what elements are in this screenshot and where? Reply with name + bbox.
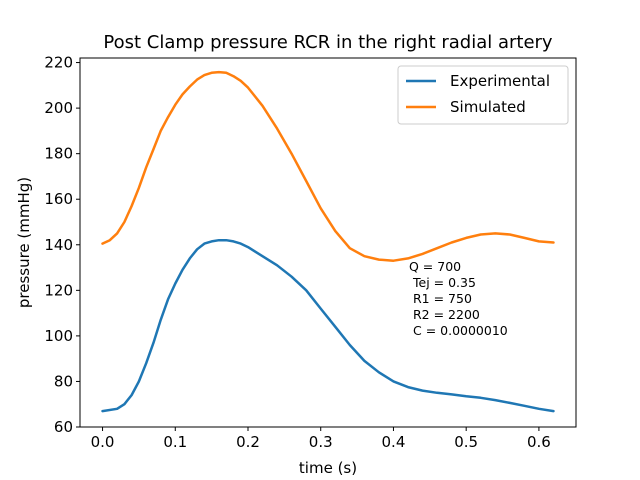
annotation-line: Q = 700 <box>409 259 461 274</box>
x-tick-label: 0.3 <box>309 433 333 451</box>
x-tick-label: 0.0 <box>91 433 115 451</box>
x-axis-label: time (s) <box>299 459 357 477</box>
y-tick-label: 220 <box>44 54 73 72</box>
y-tick-label: 160 <box>44 190 73 208</box>
series-line-experimental <box>101 238 555 413</box>
annotation-line: R2 = 2200 <box>413 307 480 322</box>
legend-box <box>397 65 569 125</box>
y-tick-label: 100 <box>44 327 73 345</box>
series-line-simulated <box>101 70 555 262</box>
y-tick-label: 60 <box>54 418 73 436</box>
legend: Experimental Simulated <box>397 65 569 125</box>
y-axis: 60 80 100 120 140 160 180 200 220 <box>44 54 80 436</box>
x-tick-label: 0.1 <box>163 433 187 451</box>
y-axis-label: pressure (mmHg) <box>15 177 33 308</box>
y-tick-label: 200 <box>44 99 73 117</box>
y-tick-label: 180 <box>44 145 73 163</box>
x-axis: 0.0 0.1 0.2 0.3 0.4 0.5 0.6 <box>91 427 551 451</box>
x-tick-label: 0.2 <box>236 433 260 451</box>
y-tick-label: 120 <box>44 281 73 299</box>
annotation-line: R1 = 750 <box>413 291 472 306</box>
legend-label-simulated: Simulated <box>450 98 526 116</box>
x-tick-label: 0.6 <box>527 433 551 451</box>
y-tick-label: 140 <box>44 236 73 254</box>
chart-title: Post Clamp pressure RCR in the right rad… <box>103 32 553 53</box>
y-tick-label: 80 <box>54 372 73 390</box>
x-tick-label: 0.5 <box>454 433 478 451</box>
x-tick-label: 0.4 <box>382 433 406 451</box>
series-lines <box>101 70 555 413</box>
annotation-line: C = 0.0000010 <box>413 323 508 338</box>
legend-label-experimental: Experimental <box>450 72 550 90</box>
axes-frame <box>79 57 577 428</box>
annotation-line: Tej = 0.35 <box>412 275 476 290</box>
